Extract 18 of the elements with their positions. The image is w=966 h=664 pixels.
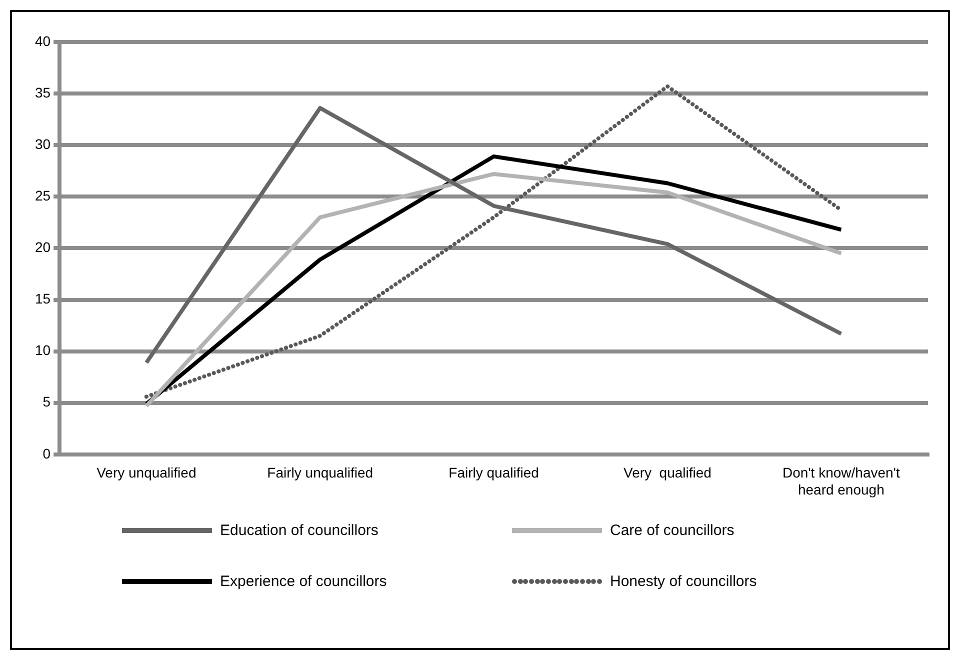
x-tick-label: Fairly qualified [448, 464, 539, 481]
y-tick-label: 0 [42, 445, 51, 462]
y-tick-label: 25 [34, 188, 51, 204]
legend-label: Experience of councillors [220, 573, 387, 590]
x-tick-label: Very unqualified [96, 464, 196, 481]
x-tick-label: Fairly unqualified [267, 464, 374, 481]
y-tick-label: 10 [34, 342, 51, 358]
y-tick-label: 20 [34, 239, 51, 256]
y-tick-label: 5 [42, 394, 51, 410]
x-tick-label: Don't know/haven't heard enough [782, 464, 900, 498]
legend-label: Care of councillors [610, 522, 734, 539]
legend-label: Honesty of councillors [610, 573, 757, 590]
y-tick-label: 35 [34, 84, 51, 100]
x-tick-label: Very qualified [623, 464, 712, 481]
y-tick-label: 40 [34, 32, 51, 49]
y-tick-label: 30 [34, 136, 51, 152]
y-tick-label: 15 [34, 290, 51, 307]
legend-label: Education of councillors [220, 522, 378, 539]
